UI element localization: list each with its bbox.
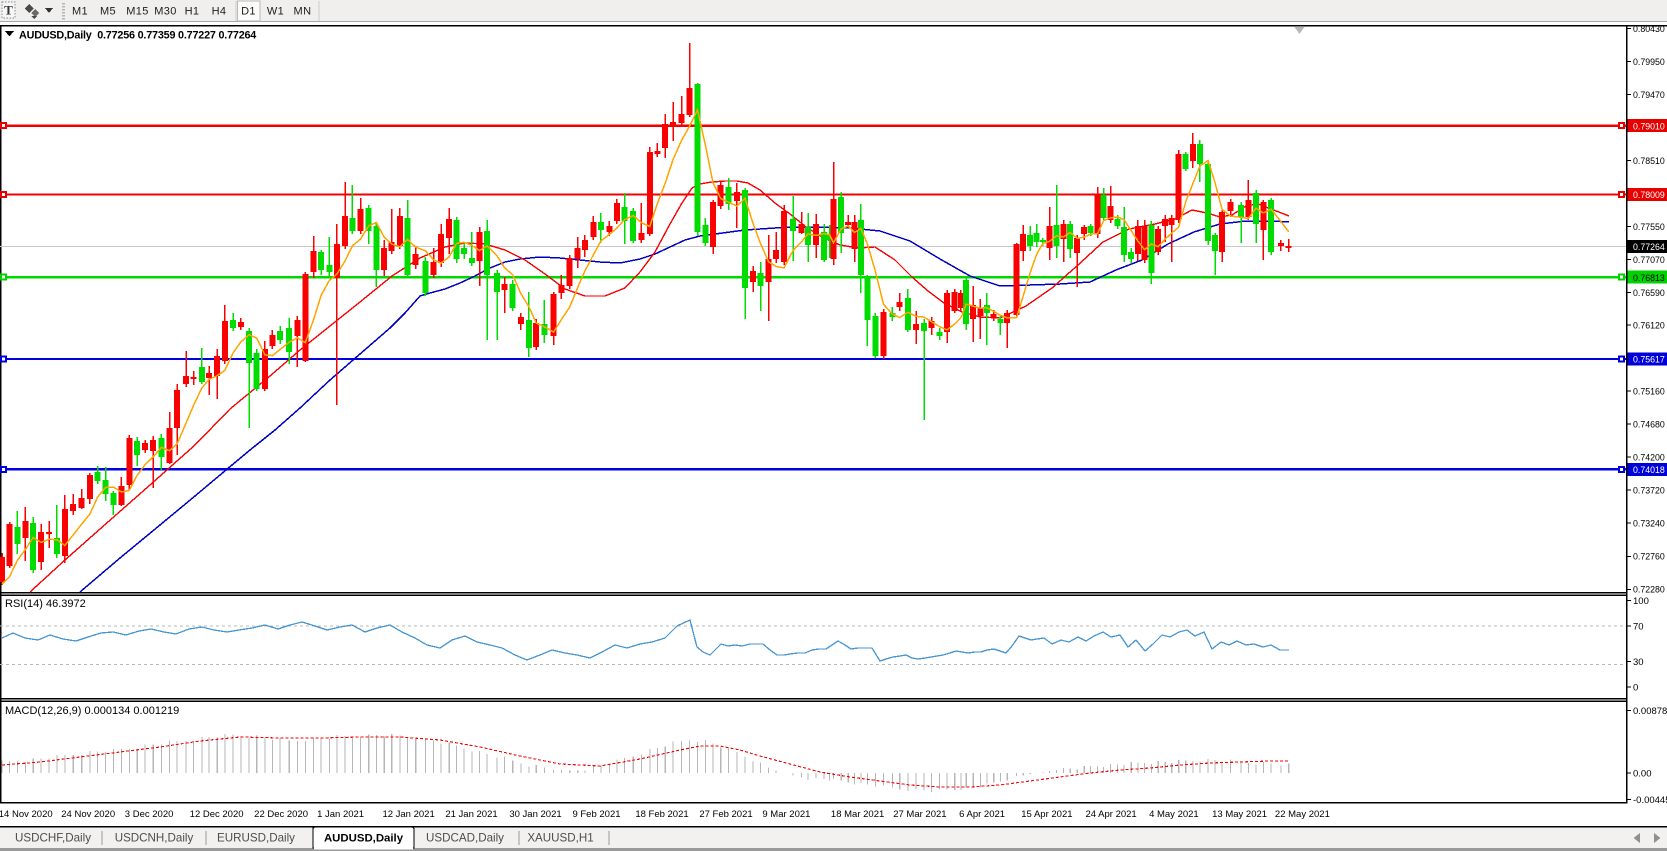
svg-text:USDCHF,Daily: USDCHF,Daily bbox=[15, 832, 91, 845]
svg-text:0.72280: 0.72280 bbox=[1633, 585, 1665, 595]
svg-text:21 Jan 2021: 21 Jan 2021 bbox=[445, 809, 497, 820]
svg-text:22 May 2021: 22 May 2021 bbox=[1275, 809, 1330, 820]
svg-text:XAUUSD,H1: XAUUSD,H1 bbox=[527, 832, 593, 845]
svg-text:-0.00445: -0.00445 bbox=[1633, 795, 1667, 806]
svg-text:0.80430: 0.80430 bbox=[1633, 24, 1665, 34]
svg-text:4 May 2021: 4 May 2021 bbox=[1149, 809, 1199, 820]
svg-text:RSI(14) 46.3972: RSI(14) 46.3972 bbox=[5, 598, 86, 610]
svg-text:M30: M30 bbox=[154, 6, 177, 18]
svg-text:70: 70 bbox=[1633, 621, 1644, 632]
svg-text:14 Nov 2020: 14 Nov 2020 bbox=[0, 809, 53, 820]
svg-text:USDCAD,Daily: USDCAD,Daily bbox=[426, 832, 504, 845]
svg-text:0.75160: 0.75160 bbox=[1633, 387, 1665, 397]
svg-text:0.008782: 0.008782 bbox=[1633, 706, 1667, 717]
svg-text:0.74200: 0.74200 bbox=[1633, 453, 1665, 463]
svg-text:0.74018: 0.74018 bbox=[1633, 465, 1665, 475]
svg-text:M1: M1 bbox=[72, 6, 88, 18]
svg-text:0.73720: 0.73720 bbox=[1633, 486, 1665, 496]
svg-text:0.75617: 0.75617 bbox=[1633, 355, 1665, 365]
svg-text:22 Dec 2020: 22 Dec 2020 bbox=[254, 809, 308, 820]
svg-text:0.74680: 0.74680 bbox=[1633, 420, 1665, 430]
svg-text:12 Jan 2021: 12 Jan 2021 bbox=[382, 809, 434, 820]
svg-text:0.76590: 0.76590 bbox=[1633, 288, 1665, 298]
svg-text:27 Mar 2021: 27 Mar 2021 bbox=[893, 809, 946, 820]
svg-text:15 Apr 2021: 15 Apr 2021 bbox=[1021, 809, 1072, 820]
svg-text:0.77550: 0.77550 bbox=[1633, 222, 1665, 232]
svg-text:0.77264: 0.77264 bbox=[1633, 242, 1665, 252]
svg-text:30 Jan 2021: 30 Jan 2021 bbox=[509, 809, 561, 820]
svg-text:24 Nov 2020: 24 Nov 2020 bbox=[61, 809, 115, 820]
svg-text:0.79010: 0.79010 bbox=[1633, 121, 1665, 131]
svg-text:0.73240: 0.73240 bbox=[1633, 519, 1665, 529]
svg-text:9 Feb 2021: 9 Feb 2021 bbox=[572, 809, 620, 820]
svg-text:USDCNH,Daily: USDCNH,Daily bbox=[115, 832, 194, 845]
svg-text:W1: W1 bbox=[267, 6, 284, 18]
svg-text:3 Dec 2020: 3 Dec 2020 bbox=[125, 809, 174, 820]
svg-text:M15: M15 bbox=[126, 6, 149, 18]
svg-text:12 Dec 2020: 12 Dec 2020 bbox=[190, 809, 244, 820]
svg-text:H4: H4 bbox=[212, 6, 227, 18]
svg-text:1 Jan 2021: 1 Jan 2021 bbox=[317, 809, 364, 820]
svg-text:24 Apr 2021: 24 Apr 2021 bbox=[1085, 809, 1136, 820]
svg-text:100: 100 bbox=[1633, 596, 1649, 607]
svg-text:M5: M5 bbox=[100, 6, 116, 18]
svg-text:0.77070: 0.77070 bbox=[1633, 255, 1665, 265]
svg-text:MN: MN bbox=[294, 6, 312, 18]
svg-text:18 Mar 2021: 18 Mar 2021 bbox=[831, 809, 884, 820]
svg-text:D1: D1 bbox=[241, 6, 256, 18]
svg-text:0: 0 bbox=[1633, 682, 1638, 693]
svg-text:0.72760: 0.72760 bbox=[1633, 552, 1665, 562]
svg-text:0.76120: 0.76120 bbox=[1633, 321, 1665, 331]
svg-text:30: 30 bbox=[1633, 657, 1644, 668]
svg-text:0.78009: 0.78009 bbox=[1633, 190, 1665, 200]
svg-text:0.78510: 0.78510 bbox=[1633, 156, 1665, 166]
svg-text:H1: H1 bbox=[185, 6, 200, 18]
svg-text:13 May 2021: 13 May 2021 bbox=[1212, 809, 1267, 820]
svg-text:0.76813: 0.76813 bbox=[1633, 273, 1665, 283]
svg-text:18 Feb 2021: 18 Feb 2021 bbox=[635, 809, 688, 820]
svg-text:27 Feb 2021: 27 Feb 2021 bbox=[699, 809, 752, 820]
svg-text:MACD(12,26,9) 0.000134 0.00121: MACD(12,26,9) 0.000134 0.001219 bbox=[5, 705, 179, 717]
svg-text:AUDUSD,Daily: AUDUSD,Daily bbox=[324, 833, 404, 845]
svg-text:EURUSD,Daily: EURUSD,Daily bbox=[217, 832, 295, 845]
svg-text:0.00: 0.00 bbox=[1633, 768, 1652, 779]
svg-text:6 Apr 2021: 6 Apr 2021 bbox=[959, 809, 1005, 820]
svg-text:9 Mar 2021: 9 Mar 2021 bbox=[762, 809, 810, 820]
svg-text:0.79950: 0.79950 bbox=[1633, 57, 1665, 67]
svg-text:0.79470: 0.79470 bbox=[1633, 90, 1665, 100]
svg-text:AUDUSD,Daily 0.77256 0.77359: AUDUSD,Daily 0.77256 0.77359 0.77227 0.7… bbox=[19, 30, 256, 42]
svg-text:T: T bbox=[4, 3, 13, 18]
